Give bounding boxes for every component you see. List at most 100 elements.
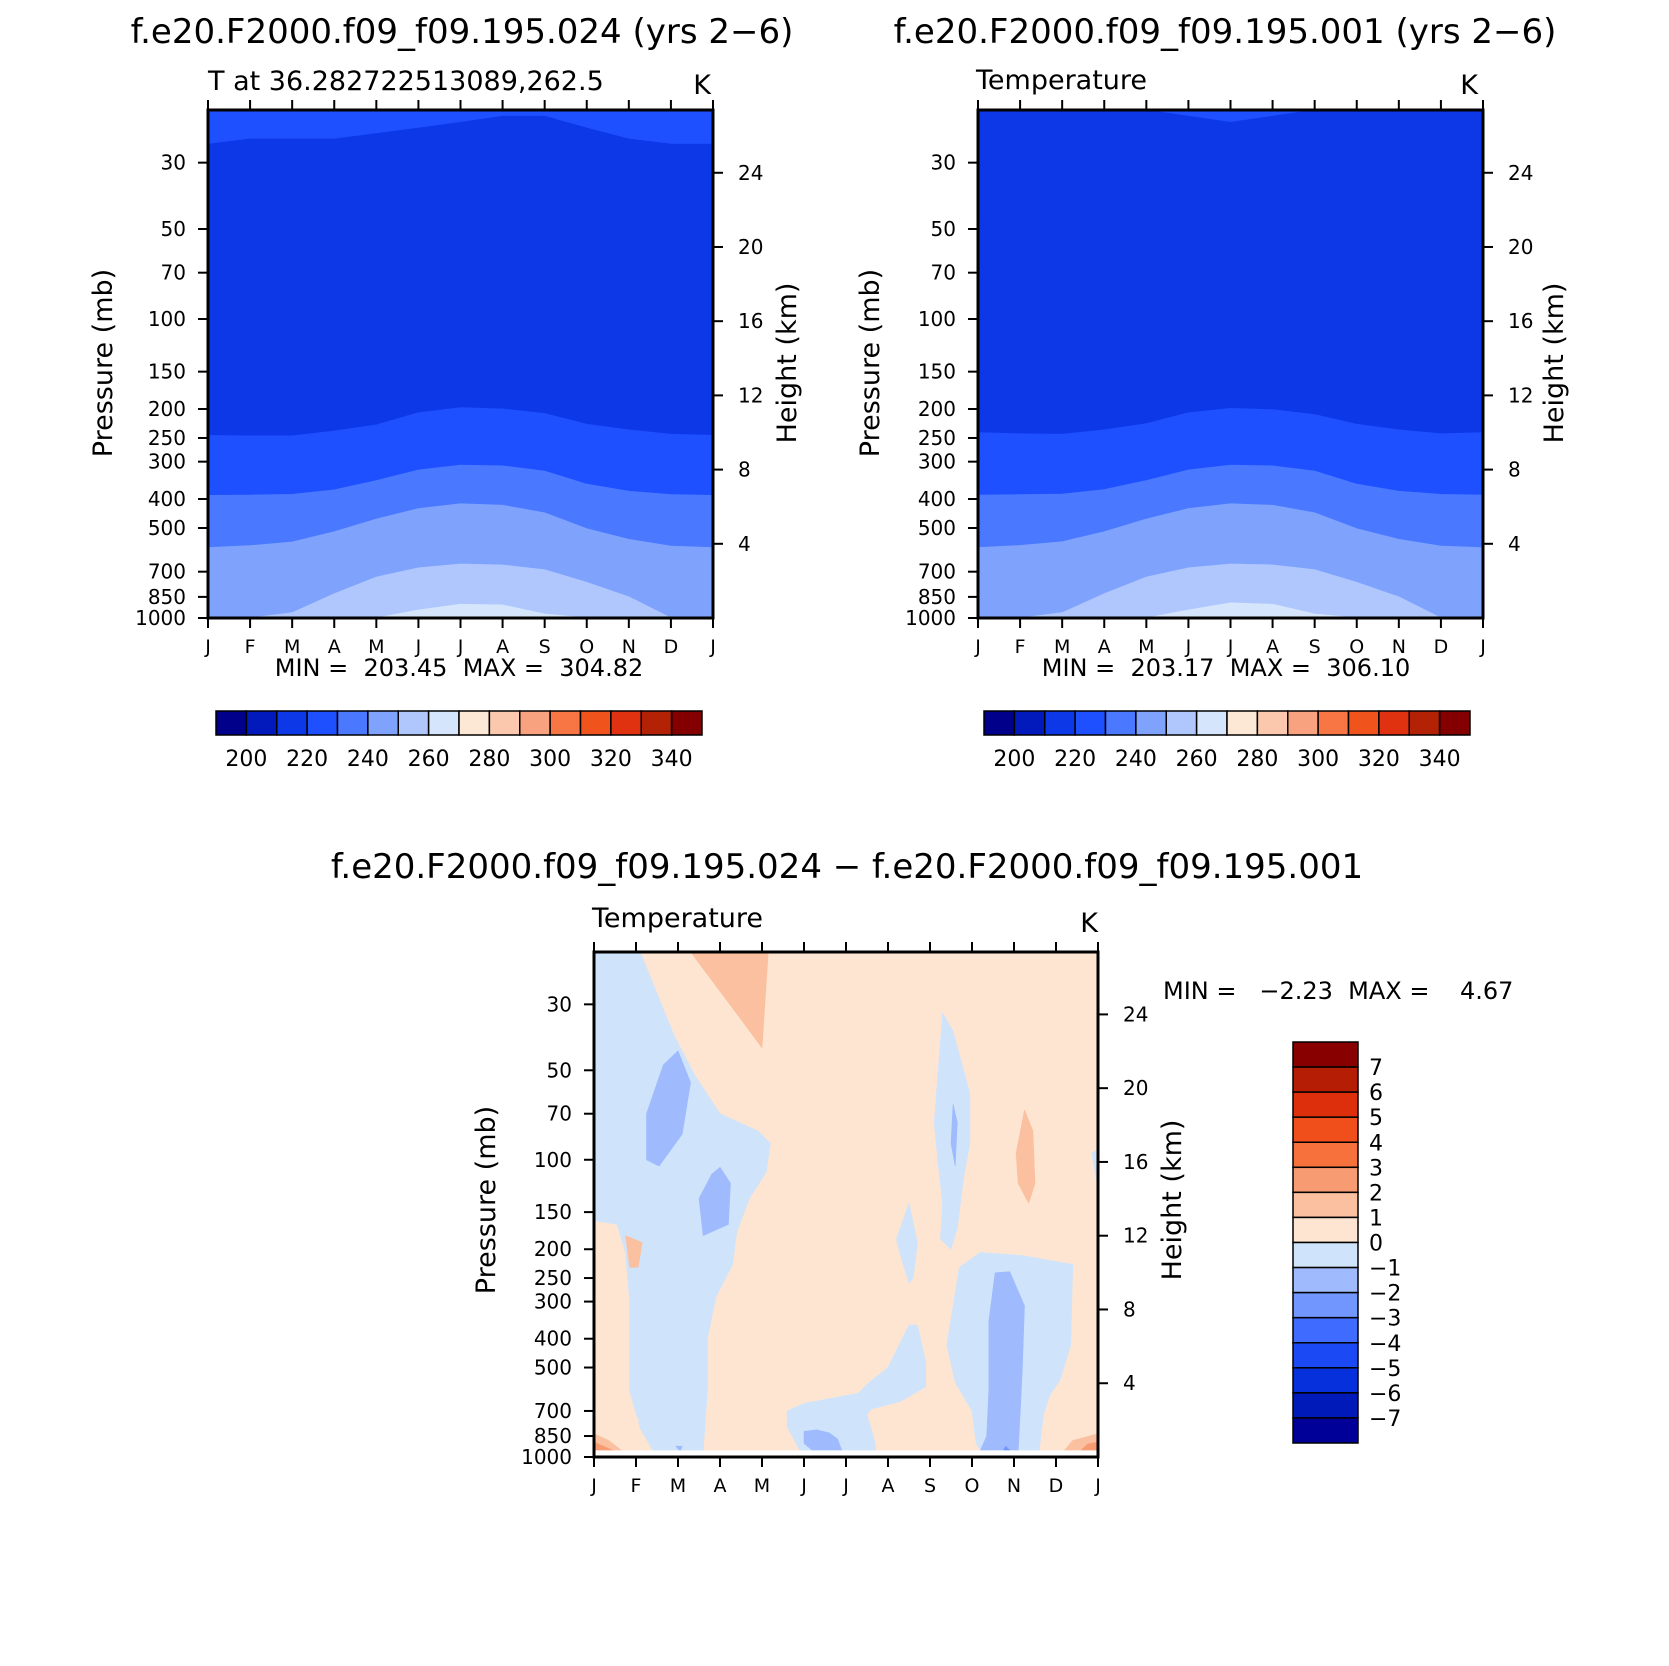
panel3-right-subtitle: K	[1080, 908, 1099, 939]
panel1-colorbar-swatch	[458, 710, 491, 736]
panel2-ytick-label: 1000	[905, 606, 956, 630]
panel3-y2tick-label: 4	[1123, 1371, 1136, 1395]
panel-case2: f.e20.F2000.f09_f09.195.001 (yrs 2−6) Te…	[855, 12, 1570, 772]
panel3-xtick-label: S	[924, 1475, 936, 1497]
panel1-xtick-label: A	[328, 636, 341, 658]
panel2-colorbar-swatch	[1195, 710, 1228, 736]
panel3-y2tick-label: 20	[1123, 1076, 1148, 1100]
panel3-region	[625, 1235, 643, 1268]
panel2-colorbar-label: 320	[1358, 747, 1400, 772]
panel1-y2tick-label: 16	[738, 309, 763, 333]
panel1-band	[208, 585, 713, 618]
panel3-xtick-label: M	[670, 1475, 686, 1497]
panel-diff: f.e20.F2000.f09_f09.195.024 − f.e20.F200…	[331, 847, 1514, 1497]
panel2-colorbar-swatch	[1347, 710, 1380, 736]
panel3-colorbar-swatch	[1292, 1241, 1359, 1269]
panel2-xtick-label: J	[1185, 636, 1192, 658]
panel2-ylabel: Pressure (mb)	[855, 269, 886, 457]
panel2-left-subtitle: Temperature	[975, 65, 1147, 96]
panel3-region	[690, 952, 769, 1049]
panel3-stats: MIN = −2.23 MAX = 4.67	[1163, 977, 1513, 1005]
panel1-colorbar-swatch	[276, 710, 308, 736]
panel2-colorbar-swatch	[1256, 710, 1289, 736]
panel2-y2tick-label: 16	[1508, 309, 1533, 333]
panel3-xtick-label: F	[631, 1475, 642, 1497]
panel1-ytick-label: 500	[148, 516, 186, 540]
panel3-ytick-label: 150	[534, 1200, 572, 1224]
panel3-colorbar-swatch	[1292, 1266, 1359, 1294]
panel1-ytick-label: 150	[148, 360, 186, 384]
panel2-colorbar-swatch	[1226, 710, 1259, 736]
panel1-ytick-label: 850	[148, 585, 186, 609]
panel2-y2tick-label: 4	[1508, 532, 1521, 556]
panel2-colorbar-swatch	[1013, 710, 1046, 736]
panel2-ytick-label: 100	[918, 307, 956, 331]
panel1-colorbar-swatch	[336, 710, 369, 736]
panel1-ytick-label: 300	[148, 450, 186, 474]
panel1-colorbar-swatch	[488, 710, 521, 736]
panel3-region	[950, 1103, 958, 1167]
panel2-colorbar-swatch	[1165, 710, 1198, 736]
panel3-y2tick-label: 24	[1123, 1002, 1148, 1026]
panel2-ytick-label: 150	[918, 360, 956, 384]
panel3-colorbar-label: 0	[1369, 1232, 1383, 1257]
panel1-colorbar-swatch	[367, 710, 399, 736]
panel3-ytick-label: 250	[534, 1266, 572, 1290]
panel3-colorbar-label: 3	[1369, 1156, 1383, 1181]
panel3-xtick-label: N	[1007, 1475, 1021, 1497]
panel3-ytick-label: 50	[547, 1058, 572, 1082]
panel3-colorbar-label: 1	[1369, 1206, 1383, 1231]
panel2-colorbar-swatch	[1378, 710, 1410, 736]
panel1-ytick-label: 70	[161, 261, 186, 285]
panel2-ytick-label: 250	[918, 426, 956, 450]
panel3-colorbar-label: 4	[1369, 1131, 1383, 1156]
panel2-colorbar-label: 300	[1297, 747, 1339, 772]
panel1-y2tick-label: 4	[738, 532, 751, 556]
panel3-xtick-label: A	[882, 1475, 895, 1497]
panel3-ytick-label: 700	[534, 1399, 572, 1423]
panel1-ylabel: Pressure (mb)	[88, 269, 119, 457]
panel1-colorbar-label: 240	[347, 747, 389, 772]
panel3-ytick-label: 300	[534, 1290, 572, 1314]
panel3-ytick-label: 30	[547, 992, 572, 1016]
panel3-colorbar-label: 5	[1369, 1106, 1383, 1131]
panel3-colorbar-swatch	[1292, 1291, 1359, 1319]
panel1-ytick-label: 250	[148, 426, 186, 450]
panel3-colorbar-swatch	[1292, 1316, 1359, 1344]
panel2-xtick-label: A	[1098, 636, 1111, 658]
panel1-xtick-label: F	[245, 636, 256, 658]
panel1-right-subtitle: K	[693, 70, 712, 101]
panel3-xtick-label: O	[965, 1475, 980, 1497]
panel3-left-subtitle: Temperature	[591, 903, 763, 934]
panel1-y2tick-label: 12	[738, 383, 763, 407]
panel1-ytick-label: 700	[148, 560, 186, 584]
panel2-ytick-label: 700	[918, 560, 956, 584]
panel2-ytick-label: 500	[918, 516, 956, 540]
panel3-region	[1091, 1148, 1098, 1189]
panel3-xtick-label: J	[842, 1475, 849, 1497]
panel3-main-title: f.e20.F2000.f09_f09.195.024 − f.e20.F200…	[331, 847, 1363, 887]
panel3-colorbar-swatch	[1292, 1066, 1359, 1093]
panel3-colorbar-label: −7	[1369, 1407, 1401, 1432]
panel1-main-title: f.e20.F2000.f09_f09.195.024 (yrs 2−6)	[131, 12, 794, 52]
panel2-colorbar-label: 200	[993, 747, 1035, 772]
panel2-colorbar-swatch	[1044, 710, 1076, 736]
panel3-y2tick-label: 16	[1123, 1150, 1148, 1174]
panel3-y2label: Height (km)	[1157, 1120, 1188, 1281]
panel2-xtick-label: J	[974, 636, 981, 658]
panel1-colorbar-label: 220	[286, 747, 328, 772]
panel3-bottom-strip	[594, 1450, 1098, 1457]
panel2-xtick-label: O	[1349, 636, 1364, 658]
panel2-right-subtitle: K	[1460, 70, 1479, 101]
panel2-colorbar-label: 260	[1176, 747, 1218, 772]
panel1-band	[208, 603, 713, 618]
panel3-region	[646, 1050, 691, 1167]
panel2-xtick-label: D	[1434, 636, 1449, 658]
panel2-band	[978, 585, 1483, 618]
panel3-region	[698, 1167, 731, 1236]
panel2-ytick-label: 300	[918, 450, 956, 474]
panel3-colorbar-swatch	[1292, 1417, 1359, 1444]
panel3-ytick-label: 400	[534, 1327, 572, 1351]
